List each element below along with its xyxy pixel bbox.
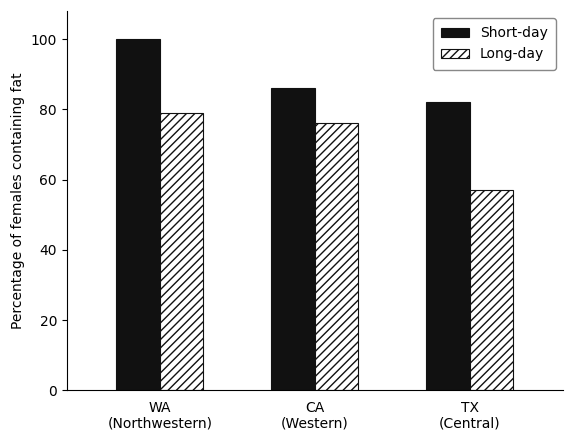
Bar	[470, 190, 513, 390]
Legend: Short-day, Long-day: Short-day, Long-day	[433, 18, 556, 70]
Bar	[160, 113, 203, 390]
Bar	[315, 123, 358, 390]
Bar	[426, 103, 470, 390]
Bar	[117, 39, 160, 390]
Bar	[272, 88, 315, 390]
Y-axis label: Percentage of females containing fat: Percentage of females containing fat	[11, 72, 25, 329]
